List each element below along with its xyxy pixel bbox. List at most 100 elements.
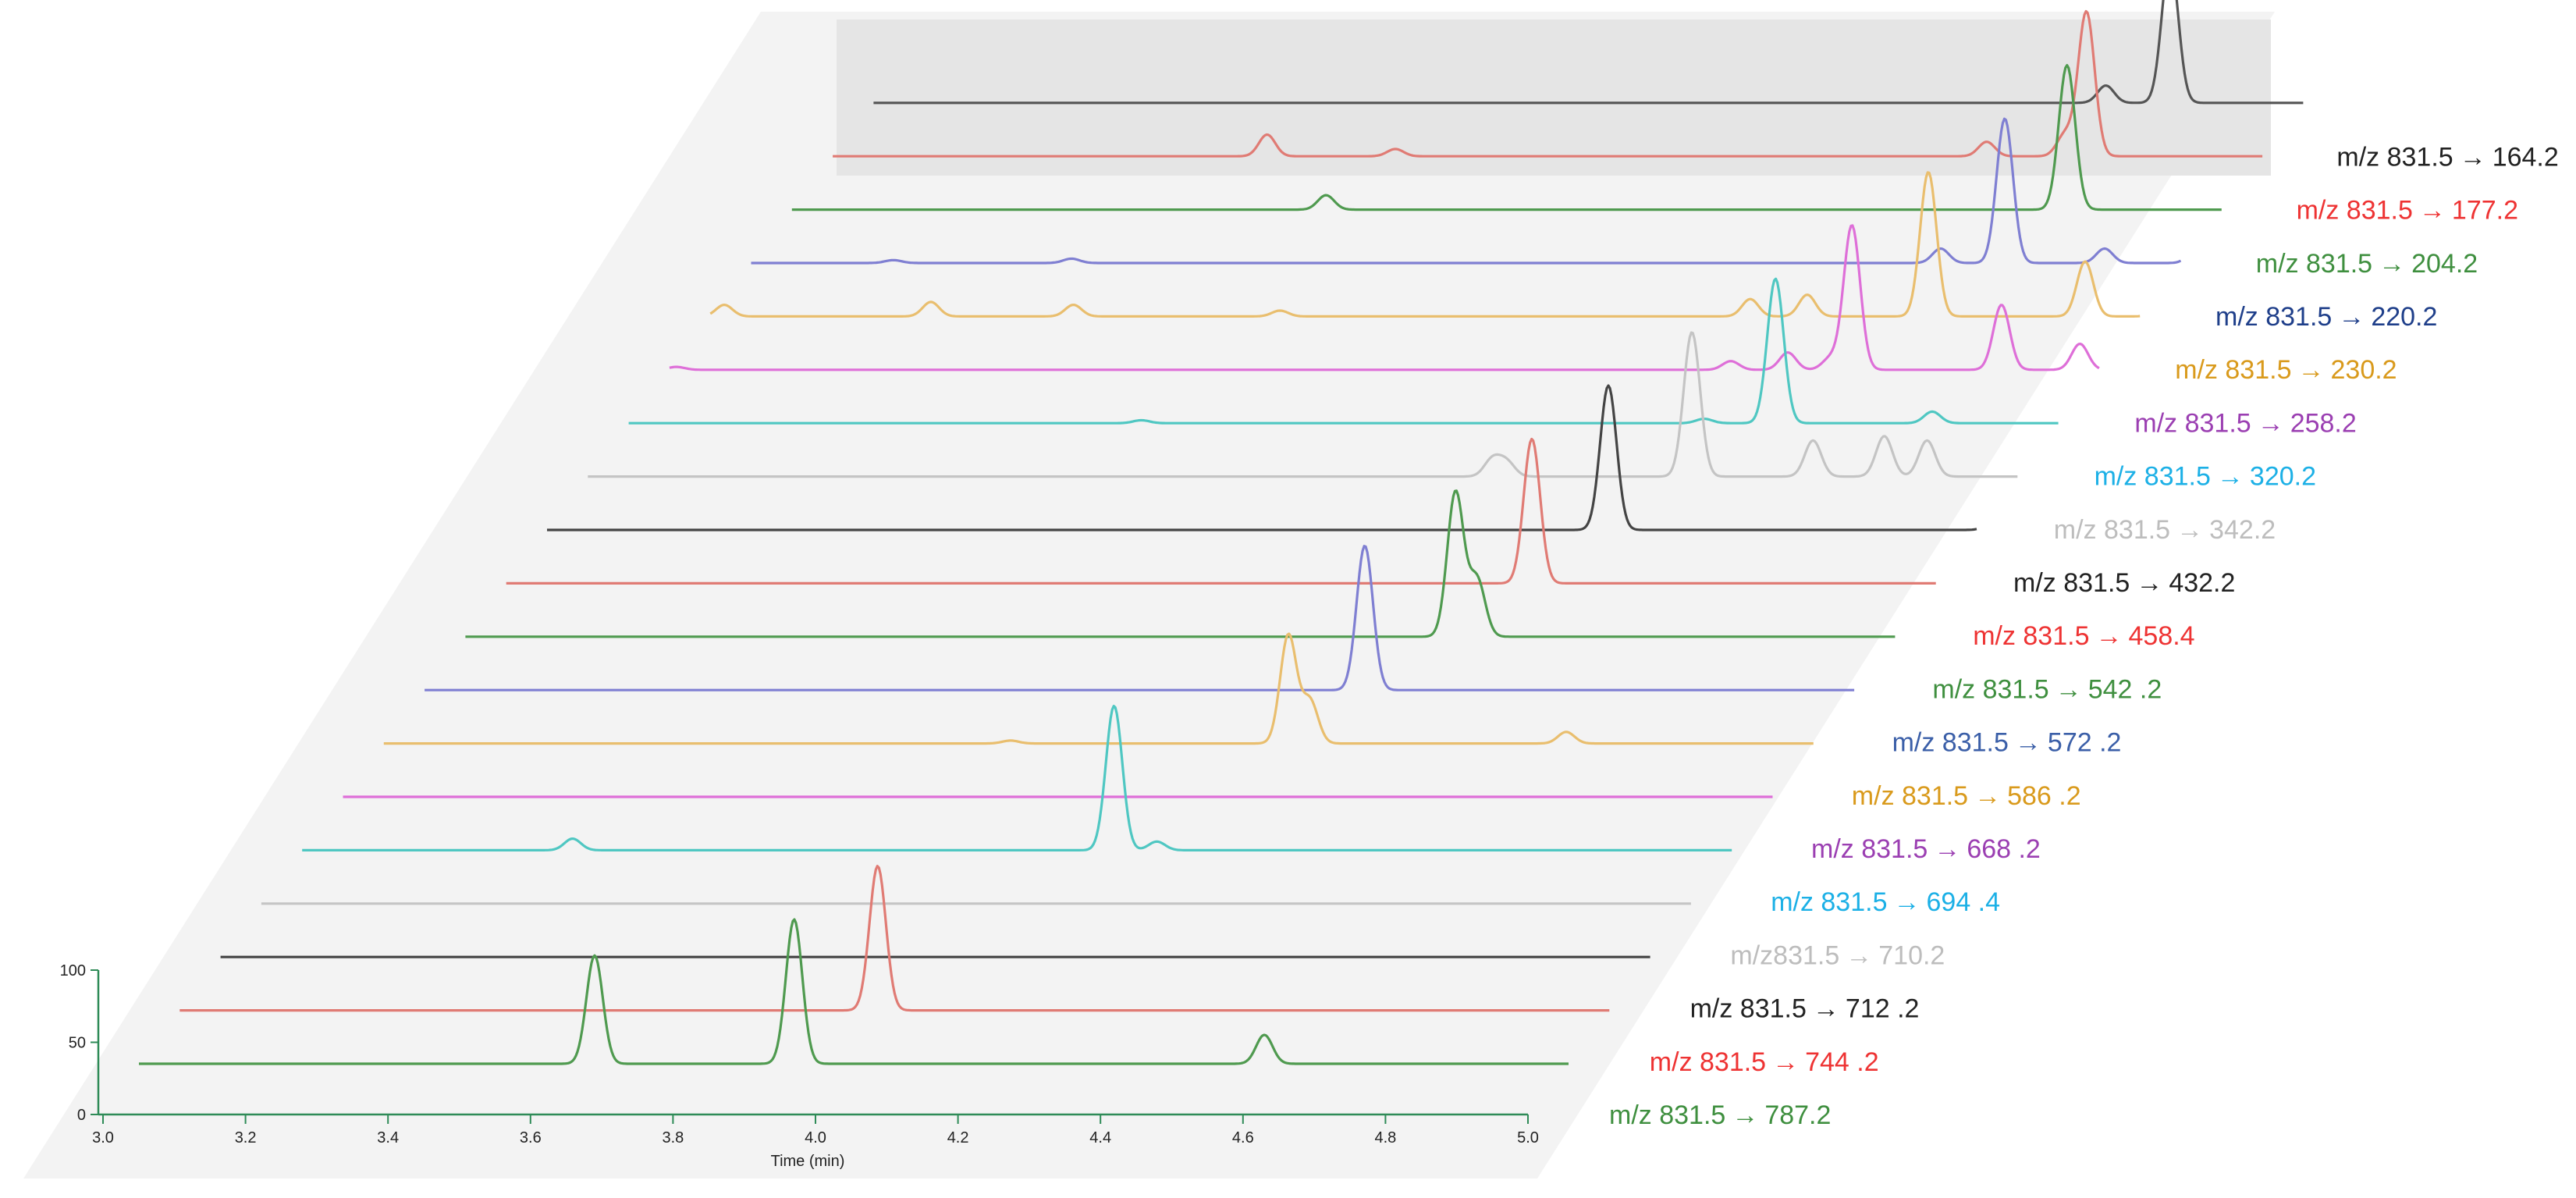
x-tick-label: 4.0: [805, 1129, 826, 1146]
arrow-icon: →: [1934, 834, 1960, 864]
trace-label-prefix: m/z 831.5: [2134, 408, 2251, 438]
x-tick-label: 5.0: [1517, 1129, 1539, 1146]
x-tick-label: 4.2: [947, 1129, 969, 1146]
trace-label-product: 542 .2: [2088, 674, 2162, 704]
trace-label-product: 572 .2: [2048, 728, 2122, 758]
arrow-icon: →: [2055, 674, 2082, 704]
arrow-icon: →: [2379, 249, 2405, 279]
y-tick-label: 100: [60, 962, 86, 979]
trace-line: [833, 9, 2263, 158]
arrow-icon: →: [2258, 408, 2284, 438]
trace-label-prefix: m/z831.5: [1730, 940, 1839, 970]
trace-group: [139, 0, 2304, 1065]
trace-label-product: 668 .2: [1967, 834, 2041, 864]
trace-label-product: 710.2: [1878, 940, 1945, 970]
arrow-icon: →: [2338, 302, 2365, 332]
arrow-icon: →: [1846, 940, 1872, 970]
arrow-icon: →: [2298, 355, 2325, 385]
trace-label-prefix: m/z 831.5: [1650, 1047, 1766, 1077]
trace-label: m/z 831.5 → 572 .2: [1892, 728, 2122, 758]
trace-line: [506, 437, 1936, 585]
trace-label-prefix: m/z 831.5: [1771, 887, 1887, 917]
x-tick-label: 4.4: [1089, 1129, 1111, 1146]
trace-label-product: 164.2: [2493, 142, 2559, 172]
trace-label-product: 177.2: [2452, 196, 2518, 226]
trace-label-prefix: m/z 831.5: [1811, 834, 1928, 864]
trace-label: m/z 831.5 → 458.4: [1973, 621, 2194, 651]
trace-label-prefix: m/z 831.5: [2336, 142, 2453, 172]
trace-line: [547, 384, 1977, 531]
trace-label-prefix: m/z 831.5: [2054, 515, 2170, 545]
trace-label-group: m/z 831.5 → 787.2m/z 831.5 → 744 .2m/z 831.5…: [1609, 142, 2559, 1130]
trace-line: [628, 277, 2059, 425]
trace-label: m/z 831.5 → 542 .2: [1932, 674, 2162, 704]
trace-label-product: 220.2: [2371, 302, 2437, 332]
trace-label-product: 342.2: [2209, 515, 2276, 545]
y-tick-label: 0: [77, 1107, 86, 1124]
trace-line: [139, 918, 1569, 1065]
trace-label: m/z 831.5 → 744 .2: [1650, 1047, 1879, 1077]
trace-label: m/z 831.5 → 320.2: [2095, 462, 2316, 492]
trace-line: [425, 545, 1855, 691]
trace-label: m/z 831.5 → 342.2: [2054, 515, 2276, 545]
back-panel-highlight: [837, 20, 2271, 176]
trace-label-prefix: m/z 831.5: [2256, 249, 2372, 279]
arrow-icon: →: [1772, 1047, 1799, 1077]
arrow-icon: →: [2096, 621, 2123, 651]
trace-label: m/z 831.5 → 712 .2: [1690, 994, 1920, 1024]
x-tick-label: 3.4: [377, 1129, 399, 1146]
arrow-icon: →: [1974, 781, 2001, 811]
trace-label-product: 744 .2: [1805, 1047, 1879, 1077]
trace-label-prefix: m/z 831.5: [1609, 1100, 1725, 1130]
arrow-icon: →: [1813, 994, 1839, 1024]
trace-label-product: 712 .2: [1846, 994, 1920, 1024]
x-tick-label: 4.6: [1232, 1129, 1254, 1146]
trace-label-prefix: m/z 831.5: [1973, 621, 2089, 651]
trace-label: m/z 831.5 → 586 .2: [1852, 781, 2081, 811]
x-tick-label: 3.6: [520, 1129, 542, 1146]
trace-line: [751, 117, 2182, 265]
arrow-icon: →: [2015, 728, 2041, 758]
trace-line: [465, 489, 1896, 638]
trace-label-product: 204.2: [2411, 249, 2478, 279]
trace-label-prefix: m/z 831.5: [2215, 302, 2332, 332]
arrow-icon: →: [2176, 515, 2203, 545]
trace-label-product: 586 .2: [2007, 781, 2081, 811]
arrow-icon: →: [2217, 462, 2244, 492]
trace-label: m/z 831.5 → 694 .4: [1771, 887, 2000, 917]
trace-line: [302, 705, 1732, 851]
trace-line: [383, 632, 1814, 745]
x-tick-label: 3.2: [235, 1129, 257, 1146]
trace-label: m/z 831.5 → 668 .2: [1811, 834, 2041, 864]
arrow-icon: →: [1894, 887, 1920, 917]
trace-label: m/z 831.5 → 204.2: [2256, 249, 2478, 279]
x-axis-title: Time (min): [771, 1153, 845, 1170]
trace-label-prefix: m/z 831.5: [1892, 728, 2009, 758]
trace-line: [791, 64, 2222, 212]
x-tick-label: 3.8: [662, 1129, 684, 1146]
trace-label-product: 458.4: [2129, 621, 2195, 651]
trace-label: m/z 831.5 → 258.2: [2134, 408, 2356, 438]
arrow-icon: →: [2136, 568, 2162, 598]
arrow-icon: →: [2419, 196, 2446, 226]
arrow-icon: →: [2460, 142, 2486, 172]
trace-line: [669, 224, 2100, 371]
trace-label-prefix: m/z 831.5: [1932, 674, 2048, 704]
trace-label: m/z831.5 → 710.2: [1730, 940, 1945, 970]
trace-label: m/z 831.5 → 787.2: [1609, 1100, 1831, 1130]
back-panel-plane: [23, 12, 2275, 1178]
trace-label: m/z 831.5 → 432.2: [2013, 568, 2235, 598]
trace-label-product: 258.2: [2290, 408, 2357, 438]
trace-label-prefix: m/z 831.5: [1690, 994, 1807, 1024]
trace-line: [873, 0, 2304, 105]
trace-label-prefix: m/z 831.5: [1852, 781, 1968, 811]
trace-label: m/z 831.5 → 177.2: [2297, 196, 2518, 226]
trace-label-product: 432.2: [2169, 568, 2235, 598]
trace-label-product: 787.2: [1764, 1100, 1831, 1130]
trace-label-prefix: m/z 831.5: [2013, 568, 2130, 598]
arrow-icon: →: [1732, 1100, 1758, 1130]
trace-line: [179, 865, 1610, 1012]
trace-label: m/z 831.5 → 220.2: [2215, 302, 2437, 332]
trace-label-prefix: m/z 831.5: [2175, 355, 2291, 385]
